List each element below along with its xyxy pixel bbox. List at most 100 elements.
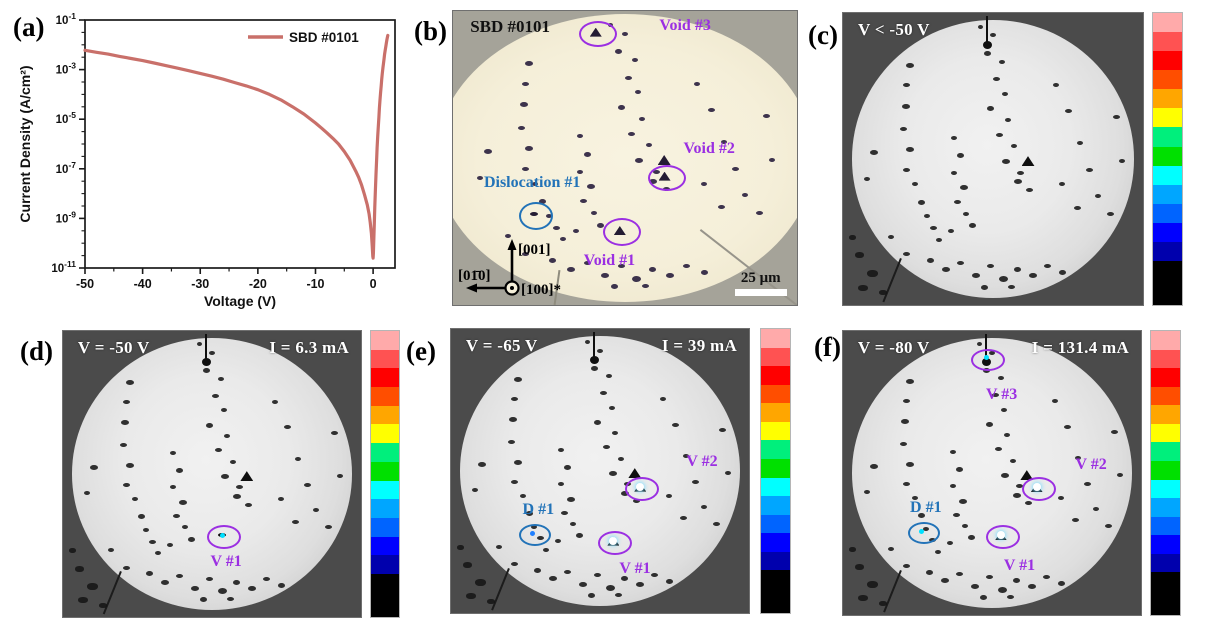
crystal-axes-icon: [001] [01̄0] [100]*: [458, 239, 561, 298]
defect-dot: [1095, 194, 1101, 199]
defect-dot: [161, 579, 170, 585]
y-tick-label: 10-3: [56, 61, 77, 77]
defect-dot: [203, 368, 211, 374]
device-contact: [851, 338, 1133, 608]
defect-dot: [573, 228, 580, 233]
annotation-ellipse: [518, 524, 551, 547]
annotation-label: Void #3: [659, 16, 711, 34]
defect-dot: [520, 102, 529, 108]
panel-label-d: (d): [20, 336, 53, 366]
defect-dot: [525, 60, 534, 66]
colorbar-segment: [761, 514, 790, 534]
x-tick-label: 0: [370, 277, 377, 291]
defect-dot: [521, 252, 529, 257]
colorbar-segment: [371, 405, 399, 425]
defect-dot: [155, 551, 162, 556]
defect-dot: [1011, 144, 1017, 149]
defect-dot: [992, 393, 999, 398]
defect-dot: [986, 575, 994, 580]
defect-dot: [122, 482, 130, 487]
defect-dot: [1057, 580, 1065, 586]
device-contact: [71, 338, 353, 610]
defect-dot: [1119, 159, 1125, 163]
defect-dot: [292, 519, 300, 524]
large-defect: [240, 471, 254, 482]
defect-dot: [693, 81, 700, 86]
defect-dot: [591, 365, 599, 371]
scale-bar-label: 25 μm: [740, 270, 781, 287]
defect-dot: [1026, 188, 1033, 193]
defect-dot: [214, 448, 222, 453]
defect-dot: [659, 397, 666, 402]
corner-blob: [854, 563, 864, 570]
defect-dot: [1077, 141, 1083, 146]
crack-line: [882, 569, 902, 613]
el-emission-spot: [919, 528, 925, 534]
colorbar-segment: [1153, 32, 1182, 52]
colorbar-segment: [761, 570, 790, 613]
defect-dot: [247, 585, 256, 591]
defect-dot: [566, 266, 575, 272]
defect-dot: [936, 237, 942, 242]
defect-dot: [986, 421, 994, 427]
colorbar-segment: [761, 477, 790, 497]
defect-dot: [229, 459, 236, 464]
defect-dot: [125, 379, 134, 385]
defect-dot: [692, 479, 700, 484]
defect-dot: [543, 547, 550, 552]
defect-dot: [1059, 269, 1066, 275]
defect-dot: [1003, 433, 1010, 438]
corner-blob: [462, 561, 472, 568]
defect-dot: [597, 222, 605, 228]
corner-blob: [465, 593, 476, 600]
defect-dot: [564, 570, 572, 575]
defect-dot: [755, 210, 763, 215]
defect-dot: [948, 229, 954, 234]
colorbar-segment: [761, 496, 790, 515]
defect-dot: [525, 146, 534, 152]
colorbar-segment: [1151, 386, 1180, 406]
corner-blob: [74, 565, 84, 572]
defect-dot: [617, 456, 624, 461]
large-defect: [628, 468, 642, 479]
drip-blob: [201, 358, 211, 367]
corner-blob: [879, 290, 887, 296]
defect-dot: [762, 113, 770, 118]
current-label-f: I = 131.4 mA: [1031, 338, 1130, 358]
defect-dot: [987, 264, 994, 269]
defect-dot: [600, 272, 609, 278]
defect-dot: [206, 576, 214, 581]
defect-dot: [962, 524, 969, 529]
colorbar-segment: [371, 368, 399, 388]
colorbar-segment: [761, 384, 790, 404]
defect-dot: [980, 595, 988, 601]
colorbar-segment: [371, 499, 399, 518]
corner-blob: [86, 582, 98, 590]
defect-dot: [924, 214, 930, 219]
colorbar-segment: [371, 443, 399, 462]
y-tick-label: 10-7: [56, 160, 77, 176]
defect-dot: [725, 471, 732, 475]
defect-dot: [149, 539, 157, 544]
defect-dot: [1072, 518, 1080, 523]
defect-dot: [220, 408, 227, 413]
colorbar-segment: [371, 555, 399, 574]
defect-dot: [583, 260, 591, 265]
defect-dot: [608, 405, 615, 410]
defect-dot: [954, 199, 961, 204]
voltage-label-d: V = -50 V: [77, 338, 150, 358]
annotation-label: Dislocation #1: [483, 174, 581, 192]
defect-dot: [930, 226, 937, 231]
defect-dot: [957, 261, 964, 266]
defect-dot: [590, 210, 597, 215]
x-tick-label: -10: [306, 277, 324, 291]
defect-dot: [561, 510, 569, 515]
colorbar-segment: [1151, 535, 1180, 554]
defect-dot: [625, 75, 632, 80]
panel-label-e: (e): [406, 336, 436, 366]
defect-dot: [179, 499, 188, 505]
colorbar-segment: [1151, 498, 1180, 517]
colorbar-segment: [1153, 222, 1182, 242]
defect-dot: [271, 399, 278, 404]
colorbar-segment: [761, 366, 790, 385]
